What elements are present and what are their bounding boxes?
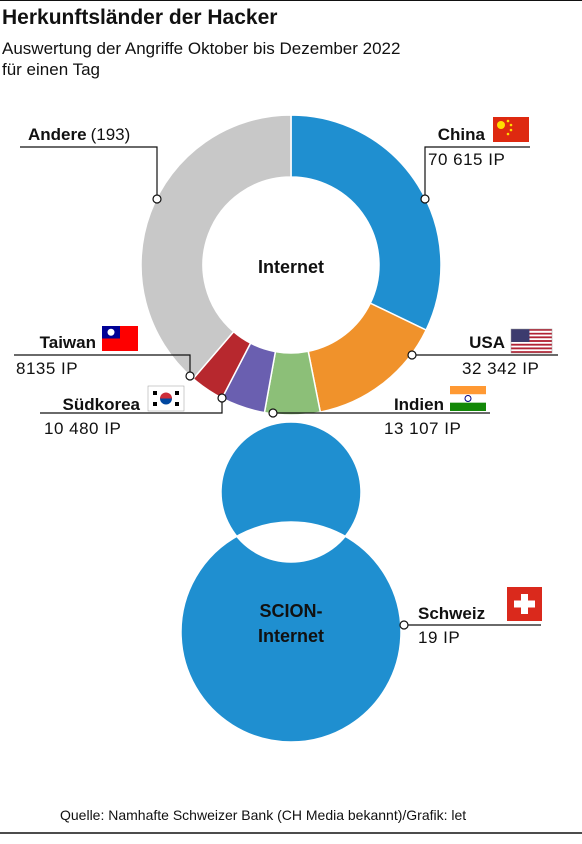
flag <box>102 326 138 351</box>
flag <box>147 385 185 412</box>
donut-segment <box>180 421 402 743</box>
leader-dot <box>407 350 417 360</box>
center-label: Internet <box>258 626 324 646</box>
flag <box>450 386 486 411</box>
flag-part <box>450 402 486 411</box>
category-note: (193) <box>91 125 131 144</box>
flag-part <box>511 336 552 339</box>
flag-part <box>511 329 552 331</box>
flag-part <box>464 395 472 402</box>
flag <box>507 587 542 621</box>
flag-part <box>509 128 513 132</box>
flag-part <box>506 132 510 136</box>
flag-part <box>497 121 505 129</box>
center-label: Internet <box>258 257 324 277</box>
flag-part <box>450 394 486 403</box>
flag-part <box>160 392 172 399</box>
value-label: 13 107 IP <box>384 419 461 438</box>
flag-part <box>511 347 552 350</box>
leader-line <box>20 146 158 199</box>
category-label: Taiwan <box>40 333 96 352</box>
flag-part <box>511 340 552 342</box>
flag-part <box>511 330 552 333</box>
leader-dot <box>399 620 409 630</box>
flag-part <box>511 329 530 342</box>
value-label: 32 342 IP <box>462 359 539 378</box>
subtitle: Auswertung der Angriffe Oktober bis Deze… <box>2 39 400 58</box>
subtitle: für einen Tag <box>2 60 100 79</box>
leader-dot <box>217 393 227 403</box>
category-label: Schweiz <box>418 604 485 623</box>
leader-line <box>424 146 530 199</box>
flag-part <box>153 402 157 406</box>
flag-part <box>153 391 157 395</box>
flag-part <box>509 123 513 127</box>
flag-part <box>511 332 552 335</box>
value-label: 70 615 IP <box>428 150 505 169</box>
flag-part <box>175 391 179 395</box>
flag-part <box>511 343 552 346</box>
title: Herkunftsländer der Hacker <box>2 6 277 29</box>
flag-part <box>160 398 172 405</box>
flag-part <box>450 386 486 395</box>
flag-part <box>511 351 552 353</box>
source: Quelle: Namhafte Schweizer Bank (CH Medi… <box>60 807 466 823</box>
flag-part <box>514 600 535 608</box>
leader-dot <box>185 371 195 381</box>
value-label: 19 IP <box>418 628 460 647</box>
flag <box>510 328 553 354</box>
flag <box>493 117 529 142</box>
flag-part <box>107 328 115 336</box>
value-label: 8135 IP <box>16 359 78 378</box>
leader-dot <box>152 194 162 204</box>
value-label: 10 480 IP <box>44 419 121 438</box>
leader-dot <box>420 194 430 204</box>
category-label: China <box>438 125 486 144</box>
category-label: Südkorea <box>63 395 141 414</box>
flag-part <box>506 119 510 123</box>
leader-line <box>40 398 223 414</box>
flag-part <box>175 402 179 406</box>
center-label: SCION- <box>260 601 323 621</box>
category-label: Andere <box>28 125 87 144</box>
flag-part <box>510 328 553 354</box>
category-label: USA <box>469 333 505 352</box>
leader-dot <box>268 408 278 418</box>
flag-part <box>147 385 185 412</box>
donut-segment <box>140 114 292 380</box>
donut-segment <box>290 114 442 332</box>
category-label: Indien <box>394 395 444 414</box>
leader-line <box>14 354 191 376</box>
